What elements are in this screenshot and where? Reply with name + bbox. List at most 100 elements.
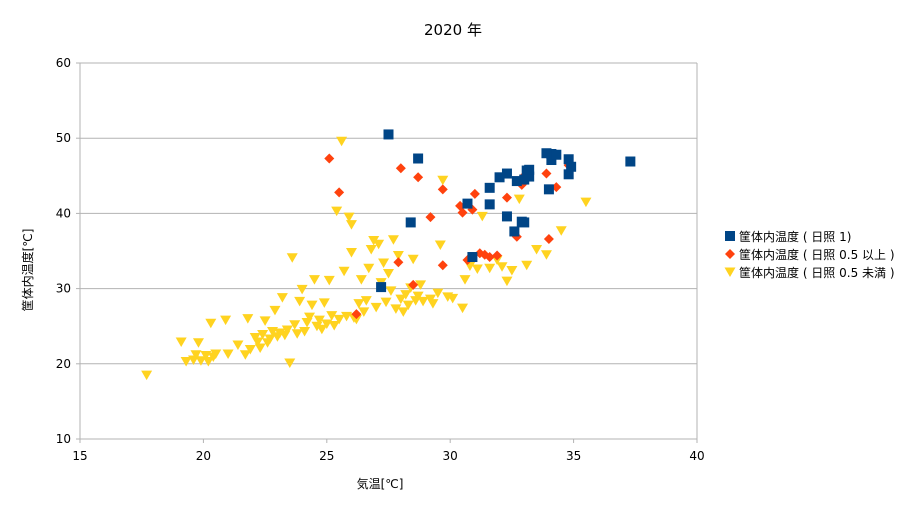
data-point [484, 263, 496, 274]
data-point [328, 320, 340, 331]
data-point [540, 250, 552, 260]
data-point [276, 293, 288, 303]
data-point [368, 235, 380, 246]
data-point [210, 349, 222, 360]
data-point [355, 275, 367, 285]
data-point [437, 175, 449, 186]
data-point [195, 356, 207, 366]
legend-marker [724, 267, 736, 277]
data-point [222, 349, 234, 360]
data-point [511, 176, 522, 187]
y-tick-labels: 10 20 30 40 50 60 [56, 56, 80, 446]
data-point [413, 153, 424, 164]
data-point [345, 220, 357, 230]
data-point [509, 226, 520, 237]
data-point [405, 217, 416, 228]
data-point [383, 269, 394, 279]
data-point [484, 199, 495, 210]
data-point [141, 370, 153, 381]
x-tick-label: 15 [72, 449, 87, 463]
data-point [392, 251, 404, 261]
legend-marker [725, 231, 735, 241]
data-point [459, 275, 471, 285]
y-axis-title: 筐体内温度[℃] [20, 229, 35, 312]
data-point [252, 337, 264, 347]
axes [79, 63, 698, 440]
data-point [467, 252, 478, 263]
data-point [286, 253, 298, 263]
data-point [336, 136, 348, 147]
data-point [324, 153, 335, 164]
data-point [415, 280, 427, 290]
data-point [323, 275, 335, 286]
data-point [232, 340, 244, 350]
data-point [334, 187, 345, 198]
x-tick-label: 30 [443, 449, 458, 463]
data-point [501, 276, 513, 287]
data-point [338, 266, 350, 277]
data-point [244, 345, 256, 355]
data-point [326, 311, 338, 321]
data-point [370, 302, 382, 313]
series-3-points [141, 136, 592, 381]
data-point [385, 286, 397, 296]
x-tick-label: 25 [319, 449, 334, 463]
data-point [437, 260, 448, 271]
x-tick-label: 40 [689, 449, 704, 463]
legend-marker [725, 249, 735, 259]
y-tick-label: 10 [56, 432, 71, 446]
data-point [383, 129, 394, 140]
data-point [192, 338, 204, 348]
data-point [434, 240, 446, 250]
data-point [407, 254, 419, 265]
data-point [318, 298, 330, 308]
gridlines [80, 62, 697, 365]
data-point [447, 293, 459, 304]
data-point [175, 337, 187, 347]
legend-label: 筐体内温度 ( 日照 0.5 以上 ) [739, 247, 895, 262]
data-point [555, 226, 567, 236]
y-tick-label: 30 [56, 282, 71, 296]
y-tick-label: 40 [56, 206, 71, 220]
data-point [524, 164, 535, 175]
data-point [506, 266, 518, 276]
data-point [400, 290, 412, 300]
x-tick-label: 20 [196, 449, 211, 463]
data-point [180, 357, 192, 367]
data-point [501, 211, 512, 222]
data-point [437, 184, 448, 195]
data-point [563, 154, 574, 165]
data-point [479, 249, 490, 260]
data-point [417, 296, 429, 307]
data-point [378, 258, 390, 269]
data-point [296, 284, 308, 295]
data-point [387, 235, 399, 245]
data-point [551, 149, 562, 160]
data-point [580, 197, 592, 208]
y-tick-label: 60 [56, 56, 71, 70]
data-point [492, 250, 503, 261]
y-tick-label: 50 [56, 131, 71, 145]
data-point [294, 296, 306, 307]
legend-label: 筐体内温度 ( 日照 0.5 未満 ) [739, 265, 895, 280]
data-point [474, 248, 485, 259]
data-point [531, 244, 543, 255]
plot-area [80, 63, 697, 439]
data-point [304, 312, 316, 323]
chart-title: 2020 年 [424, 21, 482, 39]
data-point [373, 239, 385, 250]
data-point [205, 318, 217, 329]
data-point [395, 163, 406, 174]
data-point [471, 264, 483, 275]
data-point [496, 262, 508, 272]
data-point [353, 299, 365, 309]
data-point [425, 212, 436, 223]
data-point [291, 329, 303, 339]
data-point [462, 198, 473, 209]
x-tick-label: 35 [566, 449, 581, 463]
data-point [343, 212, 355, 223]
data-point [402, 300, 414, 311]
data-point [484, 182, 495, 193]
data-point [308, 275, 320, 285]
